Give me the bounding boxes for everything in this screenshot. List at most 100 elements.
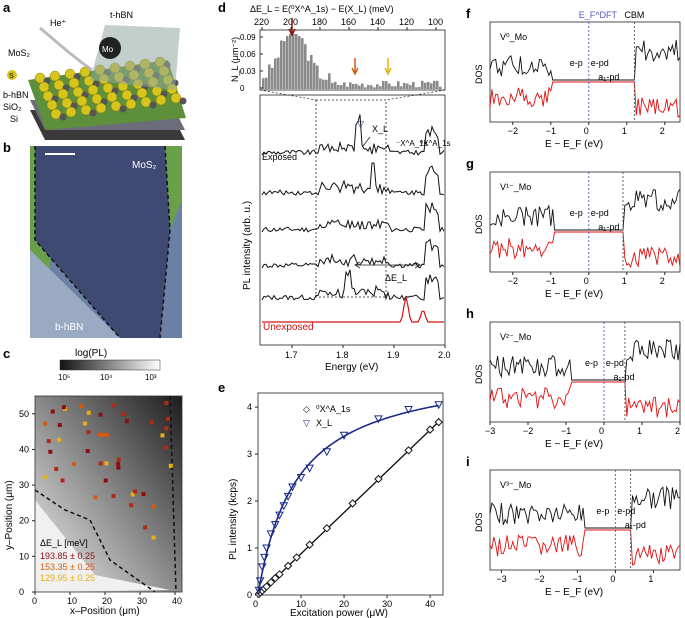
legend-xl-icon: ▽ <box>303 418 310 428</box>
xl-point <box>279 502 289 511</box>
dos-x-tick-label: 1 <box>622 126 627 136</box>
pl-spectra <box>261 114 445 323</box>
hist-y-tick-label: 0.09 <box>240 33 256 42</box>
energy-axis-label: Energy (eV) <box>325 362 378 373</box>
dos-x-label: E − E_F (eV) <box>545 289 603 300</box>
exciton-point <box>262 582 271 591</box>
dos-spin-up <box>489 188 681 231</box>
defect-marker <box>121 412 126 417</box>
xl-point <box>296 474 306 483</box>
a1pd-label: a₁-pd <box>614 372 635 382</box>
s-atom <box>57 88 69 100</box>
s-atom <box>42 90 54 102</box>
arrow-marker-193 <box>288 18 296 37</box>
energy-axis-ticks: 1.7 1.8 1.9 2.0 <box>285 345 451 360</box>
defect-marker <box>164 426 169 431</box>
mo-atom <box>59 113 67 121</box>
dos-x-tick-label: −3 <box>485 426 495 436</box>
defect-marker <box>151 504 156 509</box>
exciton-point <box>425 425 435 434</box>
histogram-bar <box>421 80 424 89</box>
legend-xl-label: X_L <box>316 418 332 428</box>
dos-panel-h: h V²⁻_Mo e-p e-pd a₁-pd DOS −3 −2 −1 0 1 2 E − E_F (… <box>466 306 681 450</box>
panel-d: d ΔE_L = E(⁰X^A_1s) − E(X_L) (meV) 220 20… <box>218 0 451 373</box>
dos-frame <box>489 321 681 423</box>
dos-spin-down <box>489 231 681 269</box>
s-atom <box>170 92 182 104</box>
pl-spectrum <box>261 114 445 156</box>
power-y-tick-label: 1 <box>247 543 252 553</box>
panel-letter-f: f <box>466 6 471 21</box>
histogram-bar <box>409 85 412 89</box>
dos-x-tick-label: −2 <box>523 426 533 436</box>
si-label: Si <box>10 114 18 124</box>
defect-marker <box>79 404 84 409</box>
ep-label: e-p <box>570 208 583 218</box>
dos-x-tick-label: 1 <box>648 574 653 584</box>
top-axis-ticks: 220 200 180 160 140 120 100 <box>254 17 443 30</box>
defect-marker <box>43 421 48 426</box>
s-atom <box>110 100 122 112</box>
histogram-bar <box>340 85 343 89</box>
top-tick-label: 180 <box>312 17 327 27</box>
exciton-point <box>271 573 280 583</box>
x-tick-label: 10 <box>67 596 77 606</box>
panel-c: c log(PL) 10⁵ 10⁴ 10³ 0 10 20 30 40 0 10 20 30 40… <box>3 346 183 617</box>
xl-point <box>434 401 444 410</box>
histogram-bar <box>376 84 379 89</box>
panel-e: e 0 10 20 30 40 0 1 2 3 4 ◇ ⁰X^A_1s ▽ X_L Excitat… <box>218 380 444 618</box>
dos-spin-up <box>489 338 681 381</box>
exciton-point <box>292 553 301 562</box>
histogram-bar <box>427 81 430 89</box>
panel-letter-i: i <box>466 454 470 469</box>
xl-point <box>275 511 284 520</box>
power-axis-label: Excitation power (μW) <box>290 608 388 618</box>
mo-atom <box>89 109 97 117</box>
defect-marker <box>98 461 103 466</box>
panel-letter-d: d <box>218 0 226 15</box>
histogram-bar <box>415 87 418 89</box>
s-atom <box>80 104 92 116</box>
histogram-bar <box>319 78 322 89</box>
defect-label: V³⁻_Mo <box>500 480 531 490</box>
panel-letter-b: b <box>3 140 11 155</box>
x-tick-label: 40 <box>172 596 182 606</box>
dos-x-tick-label: −2 <box>508 276 518 286</box>
pl-spectrum <box>261 238 445 269</box>
defect-marker <box>46 439 51 444</box>
exciton-point <box>404 446 413 455</box>
histogram-bar <box>352 83 355 89</box>
dos-y-label: DOS <box>474 512 484 532</box>
defect-marker <box>57 423 62 428</box>
pl-spectrum <box>261 162 445 196</box>
defect-marker <box>168 463 173 468</box>
exposed-label: Exposed <box>262 152 297 162</box>
dos-spin-down <box>489 381 681 418</box>
pl-map-outline-right <box>169 395 177 593</box>
defect-marker <box>166 416 171 421</box>
s-atom <box>87 84 99 96</box>
defect-marker <box>116 457 121 462</box>
exciton-point <box>348 499 357 508</box>
ep-label: e-p <box>570 58 583 68</box>
dos-x-tick-label: −2 <box>534 574 544 584</box>
top-tick-label: 120 <box>399 17 414 27</box>
histogram-bar <box>316 65 319 89</box>
xl-point <box>339 431 349 440</box>
defect-marker <box>160 433 165 438</box>
mo-label: Mo <box>102 45 114 54</box>
exciton-point <box>374 474 383 484</box>
histogram-bar <box>400 86 403 89</box>
dos-x-tick-label: 2 <box>660 126 665 136</box>
histogram-bar <box>325 79 328 89</box>
defect-marker <box>124 419 129 424</box>
histogram-bar <box>346 86 349 89</box>
legend-item: 129.95 ± 0.25 <box>40 573 95 583</box>
histogram-bar <box>403 82 406 89</box>
xl-marker-icon: ▽ <box>357 119 364 129</box>
defect-marker <box>164 400 169 405</box>
hist-y-tick-label: 0.03 <box>240 67 256 76</box>
mos2-micrograph-label: MoS₂ <box>132 160 157 171</box>
panel-letter-e: e <box>218 380 225 395</box>
histogram-bar <box>262 78 265 89</box>
